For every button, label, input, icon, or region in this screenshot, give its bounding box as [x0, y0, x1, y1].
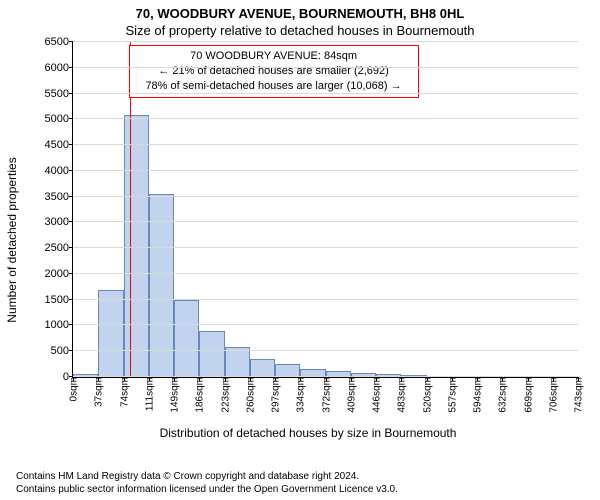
- histogram-bar: [124, 115, 149, 377]
- x-tick-label: 223sqm: [218, 377, 231, 413]
- x-tick-label: 557sqm: [445, 377, 458, 413]
- y-tick-mark: [69, 324, 73, 325]
- y-tick-mark: [69, 299, 73, 300]
- x-tick-label: 520sqm: [420, 377, 433, 413]
- gridline: [73, 41, 578, 42]
- y-tick-label: 1500: [45, 294, 73, 306]
- x-tick-label: 297sqm: [269, 377, 282, 413]
- x-tick-label: 149sqm: [168, 377, 181, 413]
- gridline: [73, 324, 578, 325]
- x-tick-label: 37sqm: [92, 377, 105, 407]
- y-tick-label: 6000: [45, 62, 73, 74]
- page-root: 70, WOODBURY AVENUE, BOURNEMOUTH, BH8 0H…: [0, 0, 600, 500]
- page-title: 70, WOODBURY AVENUE, BOURNEMOUTH, BH8 0H…: [0, 0, 600, 23]
- x-tick-label: 483sqm: [395, 377, 408, 413]
- y-tick-mark: [69, 67, 73, 68]
- page-subtitle: Size of property relative to detached ho…: [0, 23, 600, 40]
- plot-region: 70 WOODBURY AVENUE: 84sqm ← 21% of detac…: [72, 42, 578, 378]
- y-tick-mark: [69, 196, 73, 197]
- y-tick-mark: [69, 247, 73, 248]
- y-tick-mark: [69, 144, 73, 145]
- x-tick-label: 669sqm: [521, 377, 534, 413]
- x-tick-label: 632sqm: [496, 377, 509, 413]
- x-tick-label: 372sqm: [319, 377, 332, 413]
- y-tick-mark: [69, 221, 73, 222]
- histogram-bar: [199, 331, 224, 377]
- histogram-bar: [250, 359, 275, 377]
- y-tick-label: 3500: [45, 191, 73, 203]
- y-tick-label: 500: [51, 345, 73, 357]
- x-tick-label: 594sqm: [471, 377, 484, 413]
- y-tick-label: 5000: [45, 113, 73, 125]
- x-tick-label: 111sqm: [142, 377, 155, 411]
- y-tick-label: 3000: [45, 216, 73, 228]
- y-tick-mark: [69, 93, 73, 94]
- x-tick-label: 260sqm: [243, 377, 256, 413]
- chart-area: Number of detached properties 70 WOODBUR…: [38, 42, 578, 438]
- y-tick-mark: [69, 118, 73, 119]
- gridline: [73, 273, 578, 274]
- y-tick-mark: [69, 273, 73, 274]
- y-axis-label: Number of detached properties: [5, 157, 19, 322]
- y-tick-mark: [69, 170, 73, 171]
- x-axis-label: Distribution of detached houses by size …: [38, 426, 578, 440]
- x-tick-label: 706sqm: [546, 377, 559, 413]
- footer-attribution: Contains HM Land Registry data © Crown c…: [0, 471, 600, 496]
- info-box: 70 WOODBURY AVENUE: 84sqm ← 21% of detac…: [129, 45, 419, 98]
- info-box-line1: 70 WOODBURY AVENUE: 84sqm: [136, 49, 412, 64]
- gridline: [73, 221, 578, 222]
- y-tick-label: 5500: [45, 88, 73, 100]
- gridline: [73, 118, 578, 119]
- gridline: [73, 170, 578, 171]
- gridline: [73, 93, 578, 94]
- x-tick-label: 74sqm: [117, 377, 130, 407]
- gridline: [73, 67, 578, 68]
- y-tick-label: 2000: [45, 268, 73, 280]
- footer-line1: Contains HM Land Registry data © Crown c…: [16, 471, 600, 484]
- gridline: [73, 350, 578, 351]
- y-tick-label: 4000: [45, 165, 73, 177]
- footer-line2: Contains public sector information licen…: [16, 484, 600, 497]
- y-tick-label: 1000: [45, 319, 73, 331]
- x-tick-label: 334sqm: [294, 377, 307, 413]
- gridline: [73, 247, 578, 248]
- y-tick-label: 4500: [45, 139, 73, 151]
- y-tick-label: 6500: [45, 36, 73, 48]
- x-tick-label: 0sqm: [67, 377, 80, 401]
- gridline: [73, 299, 578, 300]
- histogram-bar: [174, 300, 199, 377]
- x-tick-label: 446sqm: [370, 377, 383, 413]
- gridline: [73, 196, 578, 197]
- histogram-bar: [98, 290, 123, 377]
- info-box-line3: 78% of semi-detached houses are larger (…: [136, 79, 412, 94]
- y-tick-mark: [69, 350, 73, 351]
- y-tick-label: 2500: [45, 242, 73, 254]
- y-tick-mark: [69, 41, 73, 42]
- x-tick-label: 743sqm: [572, 377, 585, 413]
- gridline: [73, 144, 578, 145]
- x-tick-label: 186sqm: [193, 377, 206, 413]
- x-tick-label: 409sqm: [344, 377, 357, 413]
